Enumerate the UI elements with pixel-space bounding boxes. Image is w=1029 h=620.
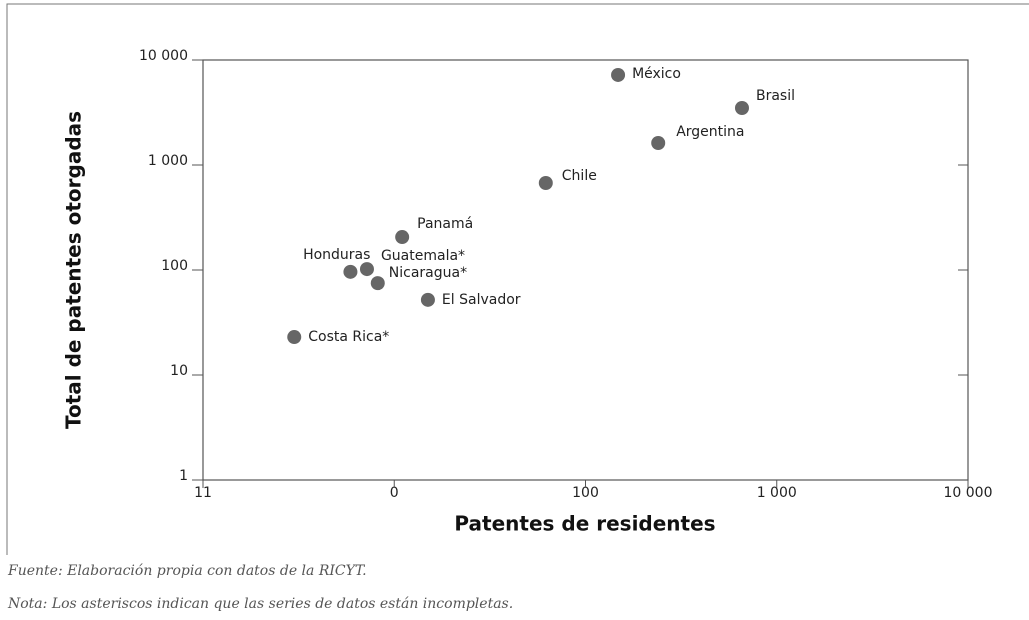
x-tick-label: 11 <box>194 485 212 501</box>
point <box>343 264 358 279</box>
x-tick-label: 10 000 <box>944 485 993 501</box>
frame <box>6 3 1029 555</box>
point-label: Nicaragua* <box>389 265 467 281</box>
point <box>611 67 626 82</box>
point <box>420 292 435 307</box>
point-label: Chile <box>562 168 597 184</box>
x-tick-label: 100 <box>572 485 599 501</box>
point <box>395 230 410 245</box>
point <box>359 262 374 277</box>
point-label: Honduras <box>303 247 370 263</box>
point-label: Panamá <box>417 216 473 232</box>
point-label: Argentina <box>676 124 744 140</box>
point-label: Costa Rica* <box>308 329 389 345</box>
x-tick-label: 0 <box>390 485 399 501</box>
point <box>287 330 302 345</box>
y-tick-label: 1 <box>179 468 188 484</box>
point-label: Guatemala* <box>381 248 465 264</box>
y-axis-label: Total de patentes otorgadas <box>62 111 86 429</box>
point <box>370 276 385 291</box>
y-tick-label: 10 000 <box>139 48 188 64</box>
point <box>651 136 666 151</box>
y-tick-label: 1 000 <box>148 153 188 169</box>
point <box>538 175 553 190</box>
x-axis-label: Patentes de residentes <box>454 512 715 536</box>
x-tick-label: 1 000 <box>757 485 797 501</box>
note: Nota: Los asteriscos indican que las ser… <box>7 596 513 612</box>
y-tick-label: 10 <box>170 363 188 379</box>
plot-area <box>202 59 969 481</box>
source: Fuente: Elaboración propia con datos de … <box>7 563 367 579</box>
point-label: México <box>632 66 681 82</box>
point-label: El Salvador <box>442 292 521 308</box>
point <box>734 101 749 116</box>
point-label: Brasil <box>756 88 795 104</box>
y-tick-label: 100 <box>161 258 188 274</box>
